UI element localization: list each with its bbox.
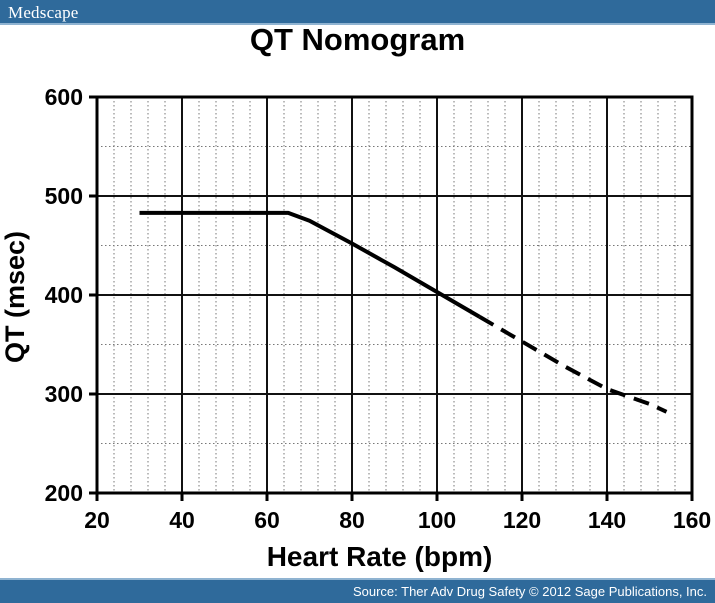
nomogram-line-solid [139, 210, 481, 319]
y-tick-label: 300 [45, 381, 83, 407]
brand-logo: Medscape [8, 3, 79, 22]
y-tick-label: 500 [45, 183, 83, 209]
chart-title: QT Nomogram [249, 22, 466, 57]
footer-bar: Source: Ther Adv Drug Safety © 2012 Sage… [0, 578, 715, 603]
y-axis-label: QT (msec) [0, 231, 30, 363]
qt-nomogram-chart: 20 40 60 80 100 120 140 160 200 300 400 500 600 Heart… [0, 84, 711, 572]
x-tick-label: 120 [503, 507, 541, 533]
x-tick-label: 60 [254, 507, 280, 533]
x-tick-label: 20 [84, 507, 110, 533]
x-tick-label: 80 [339, 507, 365, 533]
x-tick-label: 160 [673, 507, 711, 533]
nomogram-line-dashed [478, 315, 668, 414]
y-tick-label: 200 [45, 480, 83, 506]
source-citation: Source: Ther Adv Drug Safety © 2012 Sage… [352, 584, 707, 599]
y-tick-label: 400 [45, 282, 83, 308]
x-tick-label: 40 [169, 507, 195, 533]
y-tick-label: 600 [45, 84, 83, 110]
x-axis-label: Heart Rate (bpm) [267, 541, 493, 572]
header-bar: Medscape [0, 0, 715, 25]
x-tick-label: 140 [588, 507, 626, 533]
x-tick-label: 100 [418, 507, 456, 533]
